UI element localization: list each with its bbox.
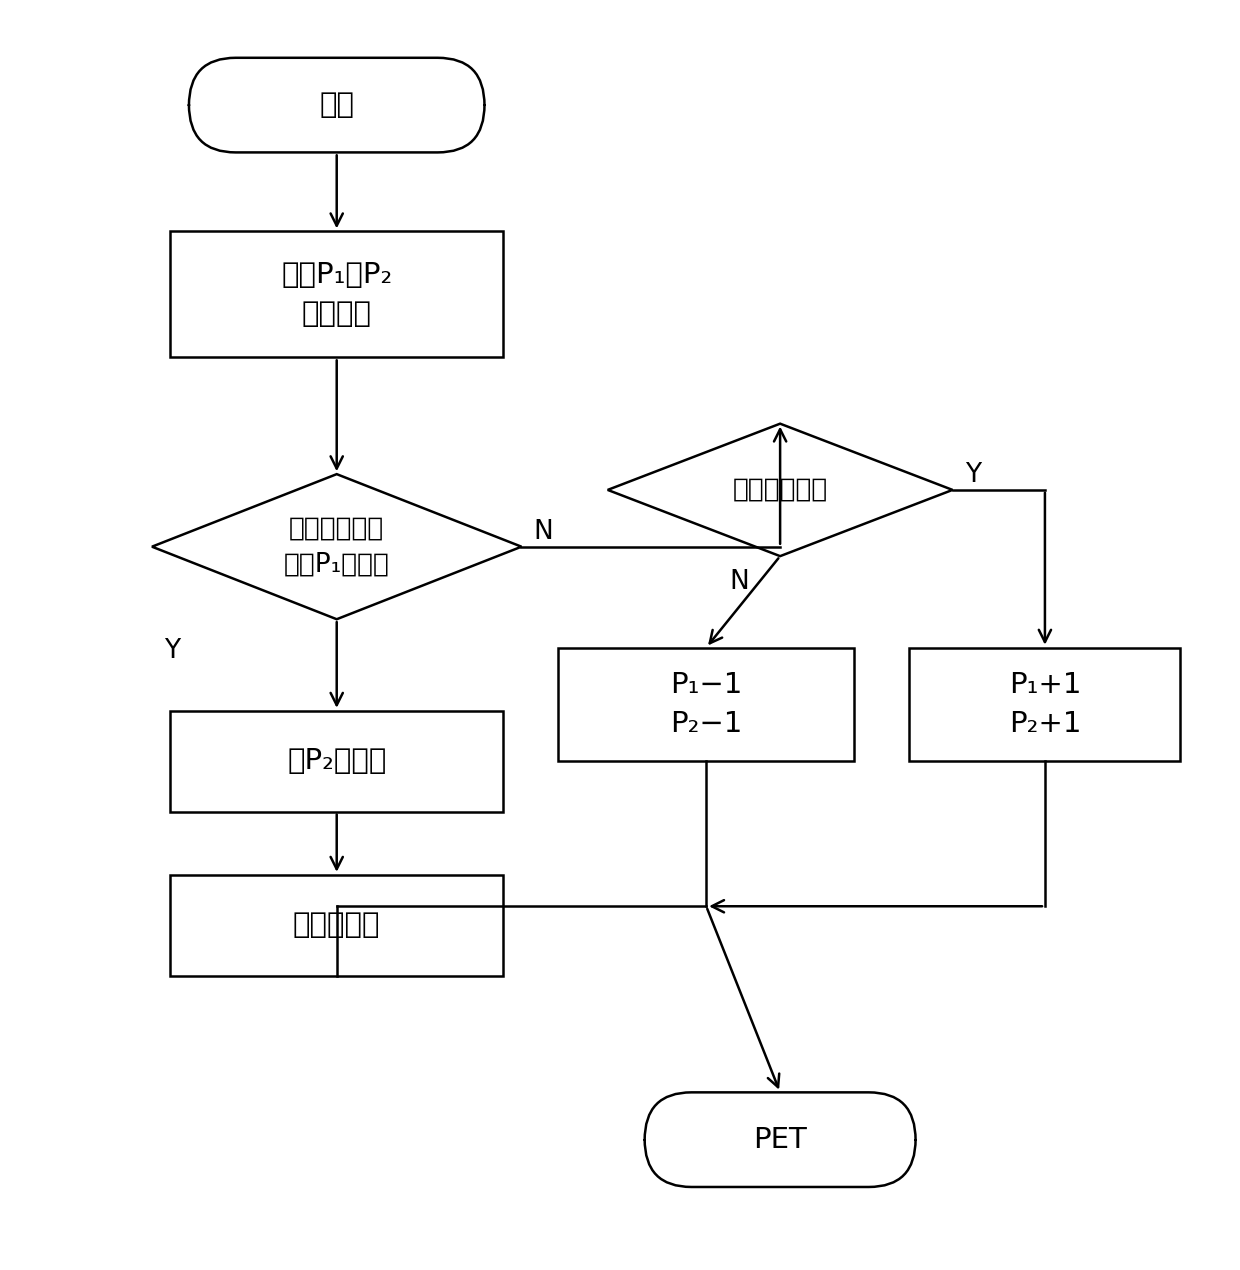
FancyBboxPatch shape bbox=[188, 58, 485, 152]
Text: N: N bbox=[533, 518, 553, 545]
FancyBboxPatch shape bbox=[645, 1092, 915, 1187]
Text: 发补偿脉冲: 发补偿脉冲 bbox=[293, 911, 381, 940]
Text: Y: Y bbox=[164, 638, 180, 664]
Bar bbox=[170, 875, 503, 975]
Bar bbox=[170, 231, 503, 357]
Text: 伺服电机正转: 伺服电机正转 bbox=[733, 478, 828, 503]
Bar bbox=[909, 648, 1180, 761]
Text: 确定P₁和P₂
指针数值: 确定P₁和P₂ 指针数值 bbox=[281, 260, 392, 328]
Text: 开始: 开始 bbox=[319, 91, 355, 119]
Bar bbox=[558, 648, 854, 761]
Text: P₁+1
P₂+1: P₁+1 P₂+1 bbox=[1008, 671, 1081, 738]
Polygon shape bbox=[608, 424, 952, 556]
Text: N: N bbox=[729, 569, 749, 594]
Polygon shape bbox=[153, 474, 522, 620]
Text: Y: Y bbox=[965, 462, 981, 488]
Text: 滚珠丝杠位移
等于P₁内的值: 滚珠丝杠位移 等于P₁内的值 bbox=[284, 516, 389, 578]
Text: 取P₂内的值: 取P₂内的值 bbox=[286, 747, 387, 775]
Text: P₁−1
P₂−1: P₁−1 P₂−1 bbox=[670, 671, 743, 738]
Bar bbox=[170, 711, 503, 812]
Text: PET: PET bbox=[753, 1125, 807, 1153]
